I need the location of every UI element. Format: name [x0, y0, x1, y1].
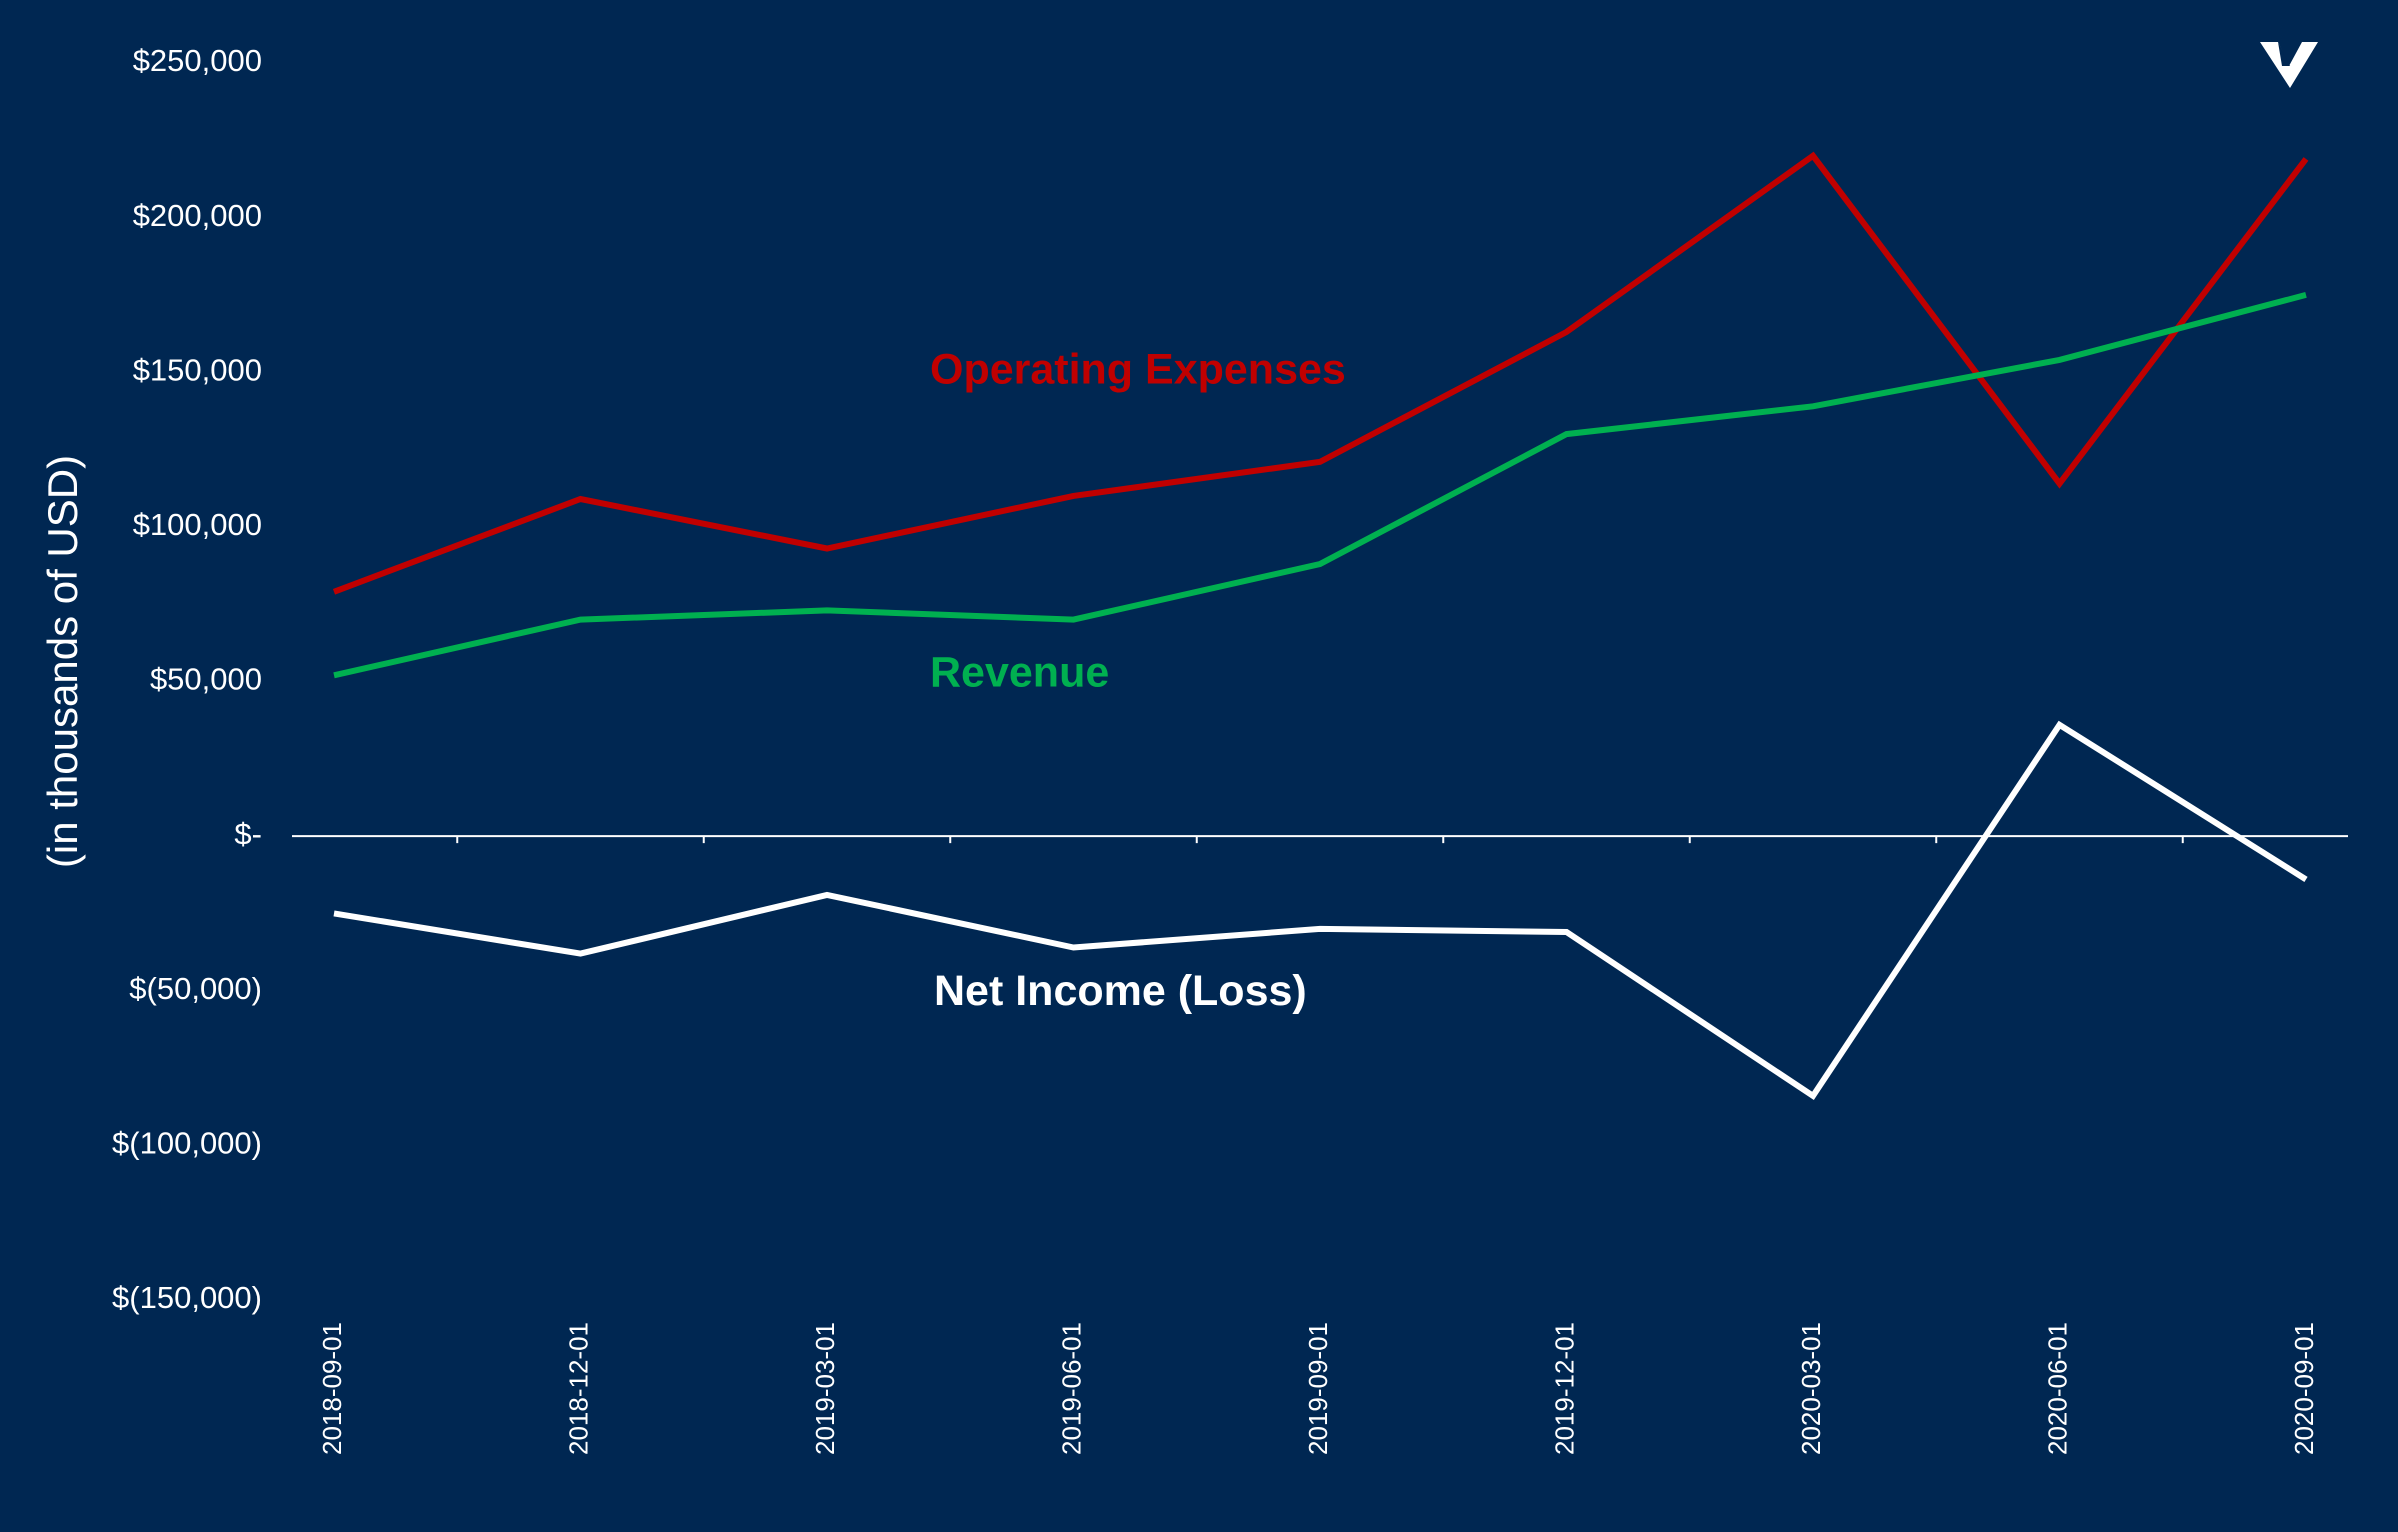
- y-tick-label: $(50,000): [129, 971, 262, 1006]
- y-tick-label: $200,000: [133, 198, 262, 233]
- x-tick-label: 2019-03-01: [810, 1322, 840, 1455]
- x-tick-label: 2019-06-01: [1056, 1322, 1086, 1455]
- series-line-net-income-loss: [333, 720, 2308, 1101]
- series-label: Net Income (Loss): [934, 967, 1307, 1015]
- x-tick-label: 2018-09-01: [317, 1322, 347, 1455]
- y-tick-label: $(100,000): [112, 1126, 262, 1161]
- x-tick-label: 2019-12-01: [1549, 1322, 1579, 1455]
- y-axis-title: (in thousands of USD): [39, 455, 86, 868]
- y-tick-label: $(150,000): [112, 1280, 262, 1315]
- y-tick-label: $150,000: [133, 352, 262, 387]
- brand-logo-icon: [2260, 42, 2318, 88]
- y-tick-label: $50,000: [150, 662, 262, 697]
- series-label: Operating Expenses: [930, 346, 1346, 394]
- series-line-revenue: [333, 291, 2307, 679]
- x-tick-label: 2019-09-01: [1303, 1322, 1333, 1455]
- x-tick-label: 2020-03-01: [1796, 1322, 1826, 1455]
- x-tick-label: 2020-09-01: [2289, 1322, 2319, 1455]
- y-tick-label: $100,000: [133, 507, 262, 542]
- series-label: Revenue: [930, 649, 1109, 697]
- x-tick-label: 2018-12-01: [563, 1322, 593, 1455]
- x-tick-label: 2020-06-01: [2042, 1322, 2072, 1455]
- y-tick-label: $-: [234, 816, 262, 851]
- y-tick-label: $250,000: [133, 43, 262, 78]
